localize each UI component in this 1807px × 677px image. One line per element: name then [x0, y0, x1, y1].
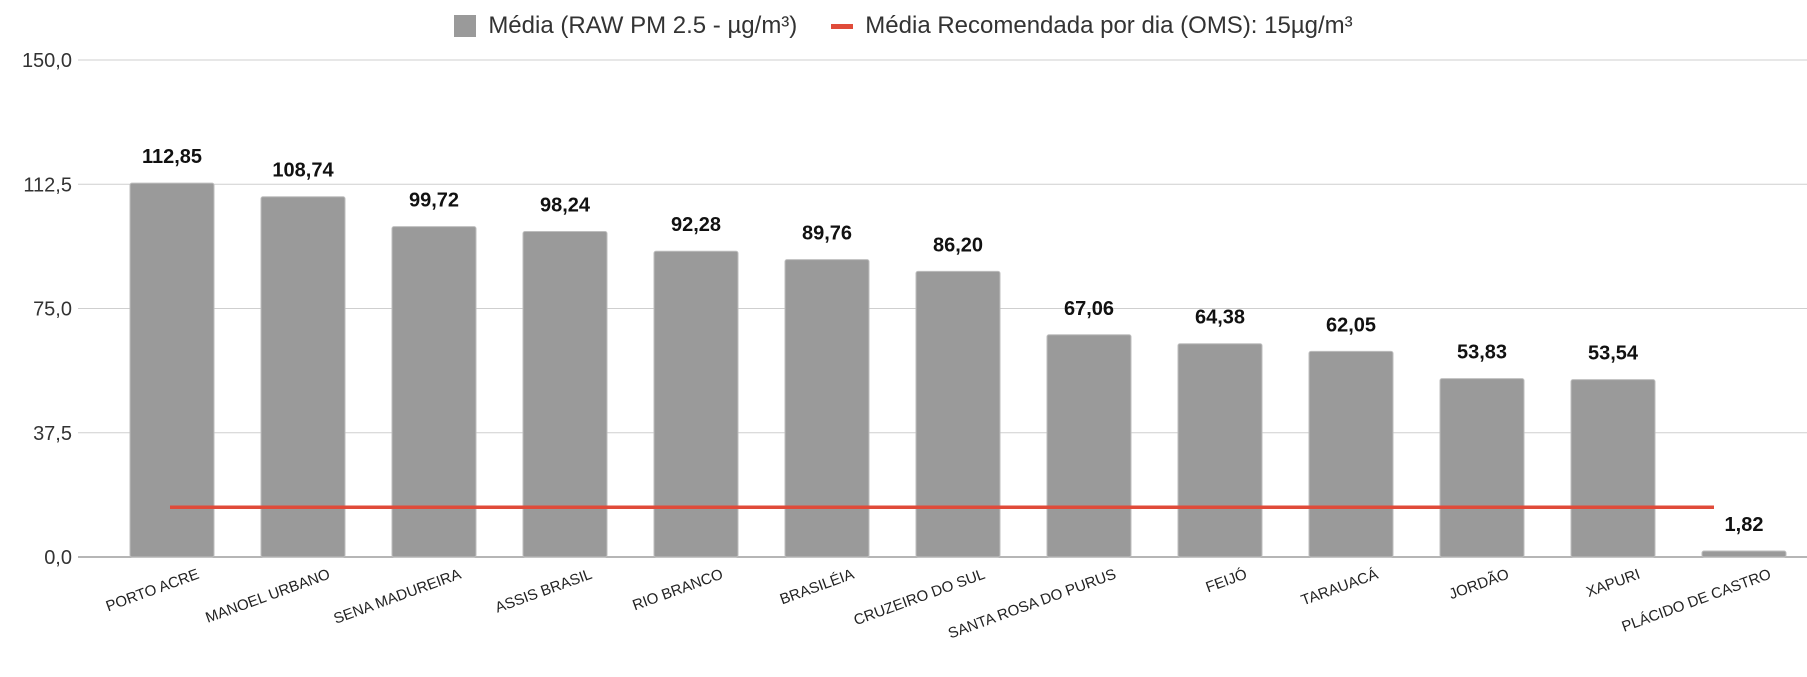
x-tick-label: JORDÃO [1447, 566, 1512, 603]
x-tick-label: XAPURI [1584, 566, 1642, 601]
bar[interactable] [1439, 378, 1525, 558]
bar[interactable] [1046, 334, 1132, 558]
x-tick-label: RIO BRANCO [630, 566, 725, 614]
chart-legend: Média (RAW PM 2.5 - µg/m³) Média Recomen… [0, 10, 1807, 42]
data-label: 53,54 [1588, 343, 1639, 365]
bar[interactable] [391, 226, 477, 558]
bar[interactable] [653, 250, 739, 558]
data-label: 89,76 [802, 223, 852, 245]
legend-label-bar-series: Média (RAW PM 2.5 - µg/m³) [488, 12, 798, 39]
bar[interactable] [129, 182, 215, 558]
data-label: 53,83 [1457, 342, 1507, 364]
y-axis-ticks: 0,0 37,5 75,0 112,5 150,0 [22, 50, 72, 569]
x-tick-label: TARAUACÁ [1299, 566, 1381, 610]
legend-item-line-series[interactable]: Média Recomendada por dia (OMS): 15µg/m³ [831, 12, 1353, 40]
x-tick-label: BRASILÉIA [778, 566, 857, 608]
data-label: 108,74 [272, 160, 334, 182]
legend-item-bar-series[interactable]: Média (RAW PM 2.5 - µg/m³) [454, 12, 797, 40]
data-labels: 112,85 108,74 99,72 98,24 92,28 89,76 86,20 67,… [142, 146, 1764, 536]
data-label: 112,85 [142, 146, 202, 168]
bar[interactable] [1701, 550, 1787, 558]
data-label: 86,20 [933, 234, 983, 256]
y-tick-label: 112,5 [23, 174, 72, 196]
bar-series [129, 182, 1787, 558]
y-tick-label: 0,0 [44, 547, 72, 569]
y-tick-label: 150,0 [22, 50, 72, 72]
data-label: 92,28 [671, 214, 721, 236]
x-tick-label: SENA MADUREIRA [331, 566, 463, 628]
bar[interactable] [784, 259, 870, 558]
legend-swatch-line [831, 23, 854, 29]
data-label: 67,06 [1064, 298, 1114, 320]
x-tick-label: FEIJÓ [1204, 566, 1250, 597]
x-tick-label: MANOEL URBANO [203, 566, 332, 627]
bar[interactable] [260, 196, 346, 558]
x-tick-label: PLÁCIDO DE CASTRO [1620, 566, 1774, 636]
data-label: 99,72 [409, 190, 459, 212]
legend-swatch-bar [454, 15, 477, 37]
data-label: 1,82 [1725, 514, 1764, 536]
x-tick-label: ASSIS BRASIL [493, 566, 594, 617]
data-label: 62,05 [1326, 314, 1376, 336]
x-axis-labels: PORTO ACRE MANOEL URBANO SENA MADUREIRA ASS… [104, 566, 1774, 643]
bar[interactable] [1570, 379, 1656, 558]
y-tick-label: 75,0 [33, 299, 72, 321]
y-tick-label: 37,5 [33, 423, 72, 445]
data-label: 64,38 [1195, 307, 1245, 329]
legend-label-line-series: Média Recomendada por dia (OMS): 15µg/m³ [865, 12, 1353, 39]
x-tick-label: PORTO ACRE [104, 566, 202, 615]
bar[interactable] [1177, 343, 1263, 558]
bar[interactable] [1308, 350, 1394, 558]
data-label: 98,24 [540, 194, 591, 216]
bar[interactable] [522, 230, 608, 558]
bar[interactable] [915, 270, 1001, 558]
